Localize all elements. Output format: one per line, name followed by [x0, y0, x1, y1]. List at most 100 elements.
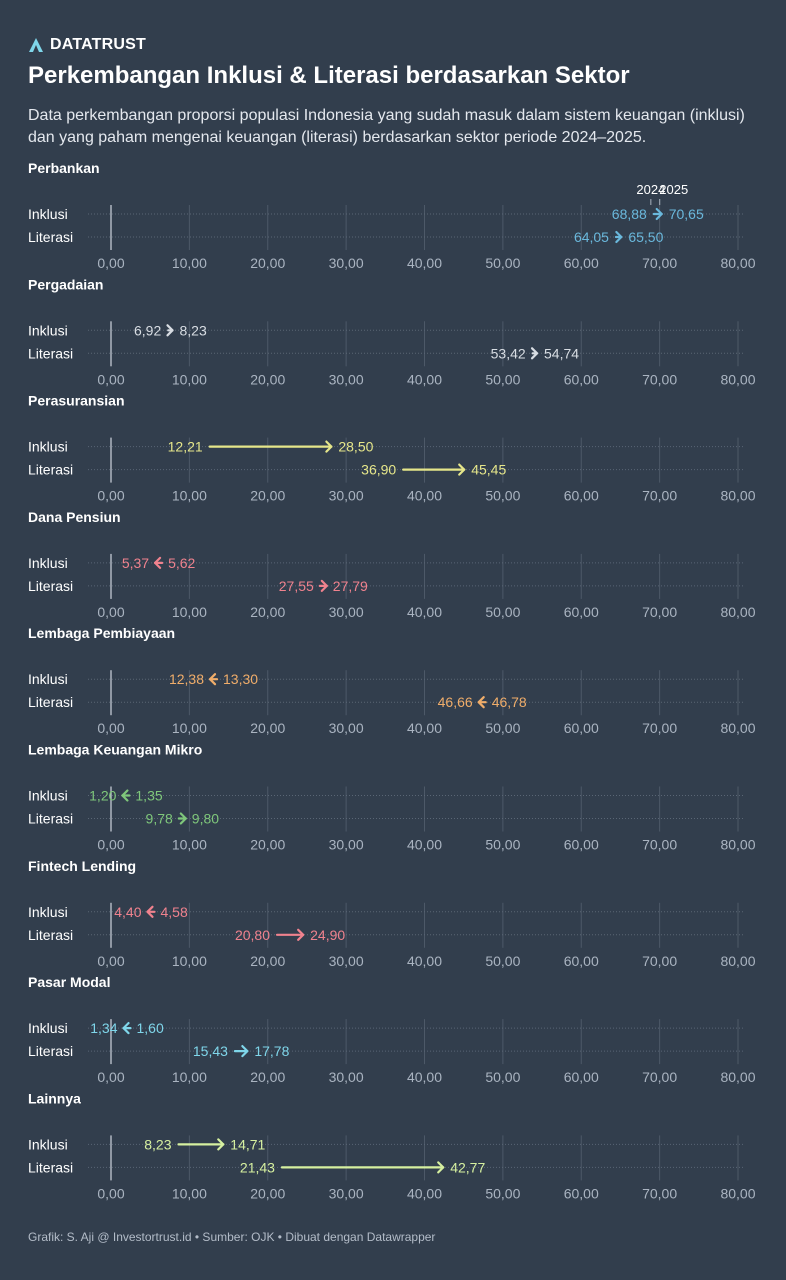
- arrow-head: [437, 1161, 445, 1174]
- x-tick-label: 40,00: [407, 837, 442, 853]
- x-tick-label: 70,00: [642, 1185, 677, 1201]
- panel-title: Pergadaian: [28, 276, 103, 292]
- row-label-inklusi: Inklusi: [28, 555, 68, 571]
- x-tick-label: 10,00: [172, 604, 207, 620]
- x-tick-label: 70,00: [642, 953, 677, 969]
- x-tick-label: 50,00: [485, 837, 520, 853]
- x-tick-label: 30,00: [329, 720, 364, 736]
- value-label: 12,21: [168, 439, 203, 455]
- x-tick-label: 80,00: [720, 488, 755, 504]
- arrow-head: [179, 812, 187, 825]
- x-tick-label: 20,00: [250, 1185, 285, 1201]
- x-tick-label: 0,00: [97, 1185, 124, 1201]
- brand-name: DATATRUST: [50, 36, 147, 53]
- arrow-head: [217, 1138, 225, 1151]
- value-label: 8,23: [144, 1136, 171, 1152]
- arrow-head: [208, 673, 217, 686]
- datatrust-logo-icon: [29, 38, 43, 52]
- x-tick-label: 10,00: [172, 720, 207, 736]
- page-subtitle: Data perkembangan proporsi populasi Indo…: [28, 107, 745, 146]
- x-tick-label: 40,00: [407, 604, 442, 620]
- value-label: 15,43: [193, 1043, 228, 1059]
- x-tick-label: 0,00: [97, 604, 124, 620]
- value-label: 24,90: [310, 927, 345, 943]
- x-tick-label: 80,00: [720, 720, 755, 736]
- row-label-literasi: Literasi: [28, 811, 73, 827]
- x-tick-label: 60,00: [564, 604, 599, 620]
- arrow-head: [241, 1044, 249, 1058]
- x-tick-label: 10,00: [172, 1069, 207, 1085]
- x-tick-label: 80,00: [720, 1185, 755, 1201]
- x-tick-label: 50,00: [485, 1185, 520, 1201]
- x-tick-label: 10,00: [172, 1185, 207, 1201]
- row-label-literasi: Literasi: [28, 694, 73, 710]
- value-label: 36,90: [361, 462, 396, 478]
- year-label-2024: 2024: [636, 182, 665, 197]
- value-label: 9,80: [192, 811, 219, 827]
- x-tick-label: 60,00: [564, 837, 599, 853]
- row-label-literasi: Literasi: [28, 927, 73, 943]
- x-tick-label: 40,00: [407, 1185, 442, 1201]
- x-tick-label: 0,00: [97, 953, 124, 969]
- panel-title: Dana Pensiun: [28, 509, 121, 525]
- x-tick-label: 20,00: [250, 488, 285, 504]
- x-tick-label: 40,00: [407, 488, 442, 504]
- x-tick-label: 60,00: [564, 371, 599, 387]
- x-tick-label: 30,00: [329, 488, 364, 504]
- value-label: 1,60: [137, 1020, 164, 1036]
- x-tick-label: 40,00: [407, 255, 442, 271]
- arrow-head: [530, 347, 539, 360]
- x-tick-label: 10,00: [172, 953, 207, 969]
- x-tick-label: 80,00: [720, 837, 755, 853]
- x-tick-label: 20,00: [250, 371, 285, 387]
- x-tick-label: 20,00: [250, 1069, 285, 1085]
- value-label: 28,50: [338, 439, 373, 455]
- x-tick-label: 80,00: [720, 953, 755, 969]
- value-label: 17,78: [254, 1043, 289, 1059]
- x-tick-label: 70,00: [642, 837, 677, 853]
- x-tick-label: 20,00: [250, 720, 285, 736]
- value-label: 1,35: [135, 788, 162, 804]
- value-label: 8,23: [180, 322, 207, 338]
- value-label: 6,92: [134, 322, 161, 338]
- x-tick-label: 60,00: [564, 255, 599, 271]
- value-label: 46,66: [438, 694, 473, 710]
- x-tick-label: 80,00: [720, 1069, 755, 1085]
- value-label: 45,45: [471, 462, 506, 478]
- row-label-inklusi: Inklusi: [28, 671, 68, 687]
- value-label: 9,78: [146, 811, 173, 827]
- x-tick-label: 30,00: [329, 1069, 364, 1085]
- row-label-inklusi: Inklusi: [28, 1136, 68, 1152]
- x-tick-label: 20,00: [250, 953, 285, 969]
- row-label-inklusi: Inklusi: [28, 439, 68, 455]
- value-label: 70,65: [669, 206, 704, 222]
- x-tick-label: 50,00: [485, 604, 520, 620]
- x-tick-label: 70,00: [642, 488, 677, 504]
- panel-title: Lembaga Keuangan Mikro: [28, 742, 202, 758]
- row-label-literasi: Literasi: [28, 462, 73, 478]
- value-label: 14,71: [230, 1136, 265, 1152]
- panel-title: Perasuransian: [28, 393, 125, 409]
- value-label: 54,74: [544, 345, 579, 361]
- value-label: 4,58: [160, 904, 187, 920]
- x-tick-label: 50,00: [485, 488, 520, 504]
- x-tick-label: 0,00: [97, 720, 124, 736]
- x-tick-label: 10,00: [172, 837, 207, 853]
- value-label: 20,80: [235, 927, 270, 943]
- brand: DATATRUST: [28, 36, 146, 54]
- x-tick-label: 60,00: [564, 1069, 599, 1085]
- arrow-head: [121, 789, 129, 802]
- x-tick-label: 50,00: [485, 371, 520, 387]
- value-label: 21,43: [240, 1159, 275, 1175]
- x-tick-label: 30,00: [329, 255, 364, 271]
- x-tick-label: 40,00: [407, 1069, 442, 1085]
- x-tick-label: 70,00: [642, 720, 677, 736]
- x-tick-label: 0,00: [97, 1069, 124, 1085]
- panel-title: Pasar Modal: [28, 974, 110, 990]
- x-tick-label: 60,00: [564, 1185, 599, 1201]
- x-tick-label: 50,00: [485, 1069, 520, 1085]
- panel-title: Lainnya: [28, 1090, 81, 1106]
- value-label: 68,88: [612, 206, 647, 222]
- row-label-literasi: Literasi: [28, 229, 73, 245]
